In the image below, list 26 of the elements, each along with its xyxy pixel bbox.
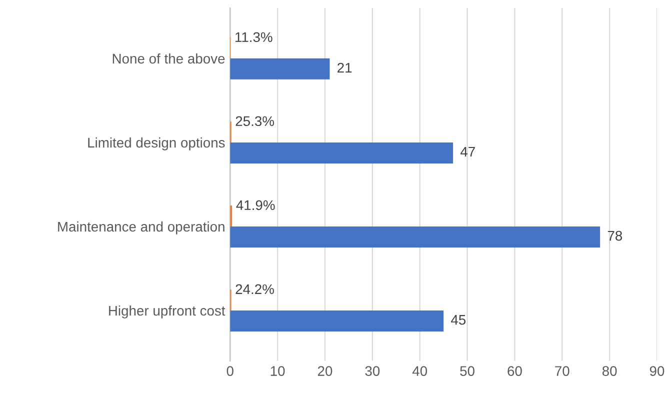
y-tick-label: Higher upfront cost — [109, 305, 226, 318]
bar — [230, 310, 444, 332]
x-tick-label: 80 — [602, 366, 617, 376]
bar — [230, 226, 600, 248]
x-tick-label: 90 — [650, 366, 664, 376]
data-label: 21 — [338, 62, 352, 73]
x-tick-label: 20 — [318, 366, 332, 376]
data-label: 78 — [608, 230, 622, 241]
data-label: 47 — [460, 146, 475, 157]
x-tick-label: 60 — [508, 366, 522, 376]
data-label: 25.3% — [236, 116, 274, 126]
data-label: 41.9% — [236, 200, 275, 210]
y-tick-label: None of the above — [112, 53, 225, 64]
data-label: 11.3% — [236, 32, 272, 42]
x-tick-label: 70 — [555, 366, 570, 376]
y-tick-label: Maintenance and operation — [58, 221, 224, 234]
data-label: 24.2% — [236, 284, 274, 294]
x-tick-label: 0 — [226, 366, 234, 376]
x-tick-label: 30 — [365, 366, 380, 376]
bar — [230, 142, 454, 164]
x-tick-label: 40 — [412, 366, 428, 376]
x-tick-label: 50 — [460, 366, 474, 376]
y-tick-label: Limited design options — [88, 137, 225, 150]
x-tick-label: 10 — [270, 366, 285, 376]
bar — [230, 58, 330, 80]
data-label: 45 — [450, 315, 466, 325]
